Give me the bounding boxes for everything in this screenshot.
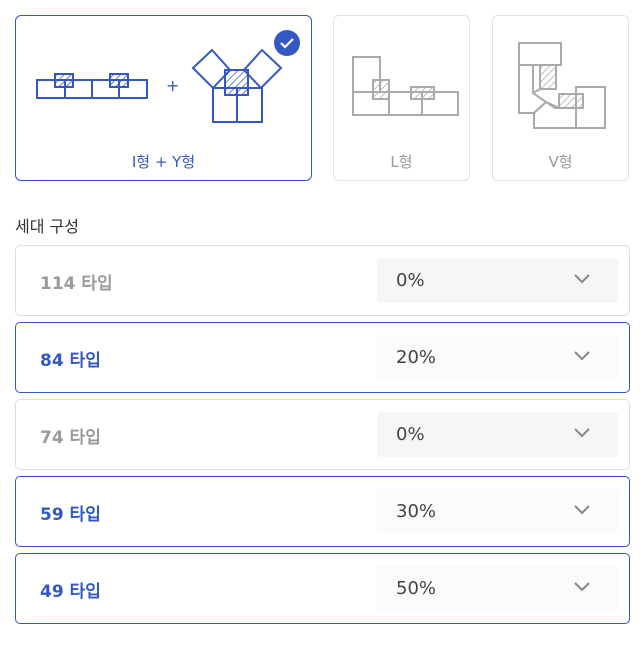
- unit-row-74: 74 타입 0%: [15, 399, 630, 470]
- chevron-down-icon: [574, 582, 590, 592]
- layout-card-v[interactable]: V형: [492, 15, 629, 181]
- layout-card-i-y[interactable]: + I형 + Y형: [15, 15, 312, 181]
- check-icon: [280, 38, 294, 49]
- ratio-select[interactable]: 50%: [377, 566, 618, 611]
- i-plus-y-layout-icon: [36, 30, 300, 123]
- unit-row-49: 49 타입 50%: [15, 553, 630, 624]
- unit-name: 114 타입: [40, 274, 113, 294]
- l-layout-icon: [352, 56, 459, 116]
- ratio-value: 0%: [396, 424, 425, 445]
- ratio-value: 20%: [396, 347, 437, 368]
- ratio-value: 30%: [396, 501, 437, 522]
- unit-name: 59 타입: [40, 505, 101, 525]
- chevron-down-icon: [574, 274, 590, 284]
- layout-card-l[interactable]: L형: [333, 15, 470, 181]
- ratio-select[interactable]: 20%: [377, 335, 618, 380]
- ratio-select[interactable]: 0%: [377, 258, 618, 303]
- ratio-select[interactable]: 0%: [377, 412, 618, 457]
- unit-row-114: 114 타입 0%: [15, 245, 630, 316]
- chevron-down-icon: [574, 428, 590, 438]
- unit-name: 84 타입: [40, 351, 101, 371]
- ratio-select[interactable]: 30%: [377, 489, 618, 534]
- ratio-value: 50%: [396, 578, 437, 599]
- v-layout-icon: [518, 42, 606, 129]
- unit-row-84: 84 타입 20%: [15, 322, 630, 393]
- layout-label: V형: [548, 153, 573, 171]
- unit-name: 74 타입: [40, 428, 101, 448]
- section-title: 세대 구성: [15, 217, 79, 236]
- unit-name: 49 타입: [40, 582, 101, 602]
- layout-label: I형 + Y형: [131, 153, 196, 171]
- chevron-down-icon: [574, 505, 590, 515]
- chevron-down-icon: [574, 351, 590, 361]
- unit-row-59: 59 타입 30%: [15, 476, 630, 547]
- plus-sign: +: [166, 76, 180, 95]
- layout-label: L형: [390, 153, 413, 171]
- ratio-value: 0%: [396, 270, 425, 291]
